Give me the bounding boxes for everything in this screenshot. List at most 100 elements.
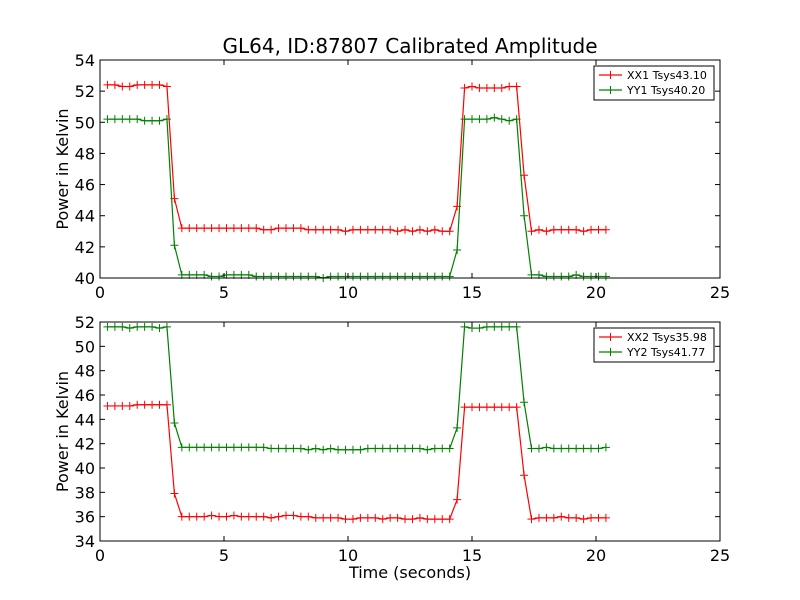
data-point [415, 225, 424, 234]
x-tick-label: 5 [219, 283, 229, 302]
data-point [549, 272, 558, 281]
data-point [289, 224, 298, 233]
data-point [430, 444, 439, 453]
data-point [415, 444, 424, 453]
data-point [192, 443, 201, 452]
data-point [348, 272, 357, 281]
x-tick-label: 10 [338, 283, 358, 302]
data-point [162, 82, 171, 91]
data-point [468, 403, 476, 412]
data-point [237, 224, 246, 233]
data-point [103, 115, 112, 124]
data-point [386, 513, 395, 522]
data-point [475, 115, 484, 124]
data-point [348, 445, 357, 454]
x-tick-label: 25 [710, 546, 730, 565]
data-point [408, 515, 417, 524]
legend-box [593, 327, 715, 363]
legend-box [593, 65, 715, 101]
y-axis-label: Power in Kelvin [53, 108, 72, 229]
data-point [587, 225, 596, 234]
data-point [601, 272, 610, 281]
data-point [505, 403, 514, 412]
data-point [534, 513, 543, 522]
y-tick-label: 38 [75, 483, 95, 502]
x-tick-label: 25 [710, 283, 730, 302]
data-point [259, 512, 268, 521]
data-point [334, 445, 343, 454]
data-point [363, 513, 372, 522]
data-point [534, 225, 543, 234]
data-point [520, 211, 529, 220]
data-point [341, 515, 350, 524]
data-point [103, 401, 112, 410]
data-point [118, 82, 127, 91]
data-point [512, 403, 521, 412]
plot-frame [99, 321, 721, 542]
data-point [110, 401, 119, 410]
data-point [267, 272, 276, 281]
data-point [133, 115, 142, 124]
data-point [296, 444, 305, 453]
data-point [564, 272, 573, 281]
data-point [252, 224, 261, 233]
plot-frame [99, 59, 721, 279]
data-point [148, 80, 157, 89]
data-point [148, 322, 157, 331]
data-point [423, 515, 432, 524]
data-point [162, 322, 171, 331]
data-point [311, 272, 320, 281]
data-point [587, 444, 596, 453]
data-point [490, 403, 499, 412]
data-point [490, 322, 499, 331]
data-point [512, 115, 521, 124]
data-point [356, 225, 365, 234]
data-point [229, 443, 238, 452]
data-point [549, 513, 558, 522]
data-point [207, 443, 216, 452]
data-point [222, 512, 231, 521]
data-point [125, 401, 134, 410]
data-point [289, 444, 298, 453]
data-point [110, 322, 119, 331]
x-tick-label: 10 [338, 546, 358, 565]
data-point [430, 225, 439, 234]
data-point [326, 272, 335, 281]
data-point [244, 443, 253, 452]
data-point [393, 272, 402, 281]
data-point [542, 513, 551, 522]
data-point [557, 272, 566, 281]
data-point [237, 443, 246, 452]
legend-label: YY2 Tsys41.77 [626, 346, 705, 359]
data-point [468, 82, 476, 91]
data-point [311, 444, 320, 453]
y-tick-label: 48 [75, 144, 95, 163]
data-point [594, 444, 603, 453]
data-point [237, 512, 246, 521]
data-point [118, 115, 127, 124]
data-point [490, 84, 499, 93]
data-point [356, 445, 365, 454]
data-point [282, 224, 290, 233]
data-point [378, 225, 387, 234]
data-point [423, 272, 432, 281]
data-point [445, 444, 454, 453]
data-point [207, 511, 216, 520]
data-point [215, 272, 224, 281]
data-point [177, 224, 186, 233]
data-point [378, 272, 387, 281]
data-point [386, 272, 395, 281]
data-point [564, 225, 573, 234]
data-point [594, 513, 603, 522]
data-point [601, 513, 610, 522]
data-point [348, 515, 357, 524]
x-tick-label: 0 [95, 283, 105, 302]
data-point [520, 471, 529, 480]
data-point [505, 82, 514, 91]
x-tick-label: 15 [462, 283, 482, 302]
data-point [572, 444, 581, 453]
data-point [289, 511, 298, 520]
data-point [423, 445, 432, 454]
chart-title: GL64, ID:87807 Calibrated Amplitude [222, 34, 597, 58]
